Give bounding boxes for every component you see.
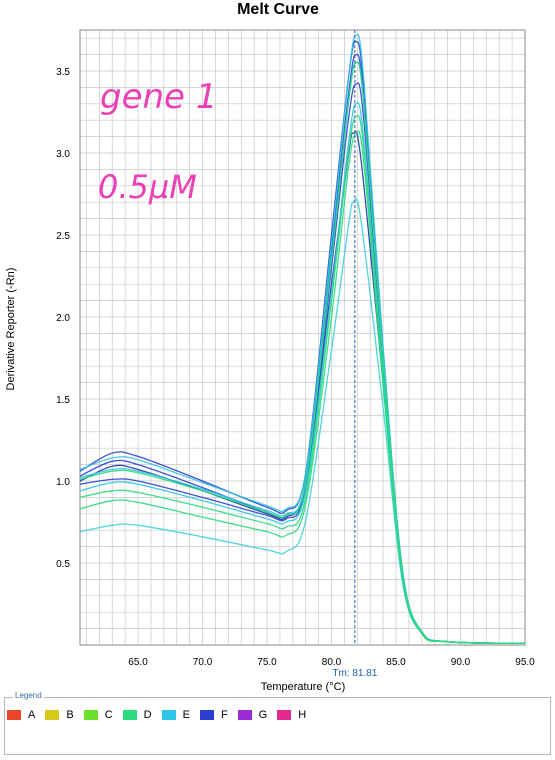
y-axis-label: Derivative Reporter (-Rn) <box>5 268 17 391</box>
y-tick-label: 0.5 <box>56 559 70 570</box>
legend-label-e: E <box>182 709 190 721</box>
legend-item-f[interactable]: F <box>199 709 228 721</box>
legend-swatch-e <box>161 710 176 720</box>
x-tick-label: 80.0 <box>322 657 342 668</box>
plot-area-frame <box>79 29 526 646</box>
melt-curve-line <box>79 53 526 645</box>
legend-label-b: B <box>66 709 74 721</box>
legend-item-d[interactable]: D <box>122 709 152 721</box>
y-axis-ticks: 0.5 1.0 1.5 2.0 2.5 3.0 3.5 <box>56 67 70 570</box>
legend-swatch-f <box>199 710 214 720</box>
y-tick-label: 3.5 <box>56 67 70 78</box>
y-tick-label: 2.0 <box>56 313 70 324</box>
legend-item-b[interactable]: B <box>45 709 74 721</box>
legend-swatch-b <box>45 710 60 720</box>
melt-curve-chart: Melt Curve 65.0 70.0 75.0 80.0 85.0 90.0 95.0 … <box>5 1 535 693</box>
melt-curve-line <box>79 33 526 645</box>
legend-items: A B C D E F G H <box>7 709 316 721</box>
y-tick-label: 1.0 <box>56 477 70 488</box>
legend-swatch-g <box>237 710 252 720</box>
x-tick-label: 85.0 <box>386 657 406 668</box>
legend-swatch-h <box>277 710 292 720</box>
x-axis-label: Temperature (°C) <box>261 681 345 693</box>
legend-item-a[interactable]: A <box>7 709 35 721</box>
legend-item-g[interactable]: G <box>237 709 268 721</box>
melt-curve-line <box>79 61 526 645</box>
handwritten-annotation-concentration: 0.5μM <box>98 168 197 206</box>
legend-swatch-d <box>122 710 137 720</box>
x-tick-label: 95.0 <box>515 657 535 668</box>
legend-label-a: A <box>28 709 36 721</box>
melt-curve-line <box>79 61 526 645</box>
legend-swatch-c <box>83 710 98 720</box>
x-tick-label: 65.0 <box>128 657 148 668</box>
chart-title: Melt Curve <box>237 1 319 18</box>
legend-item-e[interactable]: E <box>161 709 190 721</box>
series-layer <box>79 33 526 645</box>
melt-curve-line <box>79 198 526 645</box>
melt-curve-line <box>79 130 526 645</box>
legend-item-c[interactable]: C <box>83 709 113 721</box>
legend: Legend A B C D E F G <box>4 691 551 755</box>
legend-label-d: D <box>143 709 152 721</box>
legend-title: Legend <box>13 691 44 700</box>
tm-value-label: Tm: 81.81 <box>332 668 377 679</box>
handwritten-annotation-gene: gene 1 <box>100 77 217 117</box>
melt-curve-line <box>79 40 526 645</box>
x-tick-label: 70.0 <box>193 657 213 668</box>
x-axis-ticks: 65.0 70.0 75.0 80.0 85.0 90.0 95.0 <box>128 657 535 668</box>
x-tick-label: 75.0 <box>257 657 277 668</box>
legend-label-f: F <box>220 709 228 721</box>
y-tick-label: 2.5 <box>56 231 70 242</box>
legend-label-h: H <box>298 709 307 721</box>
melt-curve-line <box>79 130 526 645</box>
legend-swatch-a <box>7 710 21 720</box>
x-tick-label: 90.0 <box>451 657 471 668</box>
y-tick-label: 3.0 <box>56 149 70 160</box>
legend-label-c: C <box>104 709 113 721</box>
legend-item-h[interactable]: H <box>277 709 306 721</box>
y-tick-label: 1.5 <box>56 395 70 406</box>
chart-grid <box>80 30 526 645</box>
legend-label-g: G <box>258 709 268 721</box>
